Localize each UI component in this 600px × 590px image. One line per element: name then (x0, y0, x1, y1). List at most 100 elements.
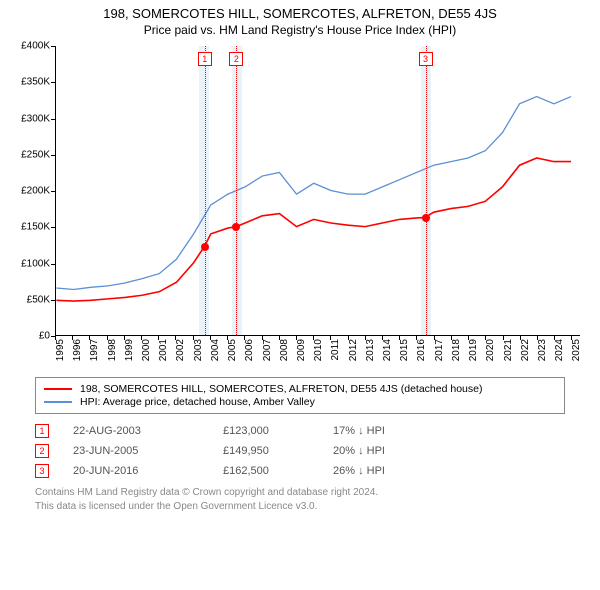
x-tick-mark (55, 336, 56, 340)
plot-area: 1 2 3 (55, 46, 580, 336)
transaction-vline (205, 46, 206, 335)
footer-line-1: Contains HM Land Registry data © Crown c… (35, 486, 565, 500)
sale-point (232, 223, 240, 231)
x-tick-label: 1997 (89, 339, 100, 361)
x-tick-mark (227, 336, 228, 340)
x-tick-label: 2004 (210, 339, 221, 361)
x-tick-label: 2020 (485, 339, 496, 361)
x-tick-label: 2023 (537, 339, 548, 361)
transaction-row: 3 20-JUN-2016£162,50026% ↓ HPI (35, 464, 565, 478)
transaction-index-box: 2 (35, 444, 49, 458)
sale-point (422, 214, 430, 222)
x-tick-label: 2001 (158, 339, 169, 361)
transaction-delta: 20% ↓ HPI (333, 445, 443, 457)
y-tick-mark (51, 300, 55, 301)
x-tick-mark (193, 336, 194, 340)
x-tick-mark (434, 336, 435, 340)
title-block: 198, SOMERCOTES HILL, SOMERCOTES, ALFRET… (10, 6, 590, 37)
transaction-vline (426, 46, 427, 335)
x-tick-label: 2007 (262, 339, 273, 361)
x-tick-mark (330, 336, 331, 340)
transaction-index-box: 1 (35, 424, 49, 438)
y-tick-mark (51, 191, 55, 192)
x-tick-label: 2003 (193, 339, 204, 361)
footer-attribution: Contains HM Land Registry data © Crown c… (35, 486, 565, 514)
x-tick-label: 2010 (313, 339, 324, 361)
x-tick-label: 1995 (55, 339, 66, 361)
legend-swatch (44, 388, 72, 390)
x-tick-mark (571, 336, 572, 340)
x-tick-mark (89, 336, 90, 340)
x-tick-mark (141, 336, 142, 340)
transaction-price: £162,500 (223, 465, 333, 477)
x-tick-mark (468, 336, 469, 340)
transaction-row: 223-JUN-2005£149,95020% ↓ HPI (35, 444, 565, 458)
x-tick-mark (107, 336, 108, 340)
x-tick-mark (313, 336, 314, 340)
y-tick-mark (51, 46, 55, 47)
x-tick-mark (279, 336, 280, 340)
legend-item: 198, SOMERCOTES HILL, SOMERCOTES, ALFRET… (44, 383, 556, 395)
x-tick-label: 2024 (554, 339, 565, 361)
x-tick-label: 2019 (468, 339, 479, 361)
x-tick-label: 2025 (571, 339, 582, 361)
chart-title: 198, SOMERCOTES HILL, SOMERCOTES, ALFRET… (10, 6, 590, 21)
x-tick-mark (382, 336, 383, 340)
legend-label: 198, SOMERCOTES HILL, SOMERCOTES, ALFRET… (80, 383, 482, 395)
x-tick-mark (244, 336, 245, 340)
line-series-svg (56, 46, 580, 335)
x-tick-mark (554, 336, 555, 340)
x-tick-mark (296, 336, 297, 340)
x-tick-label: 1996 (72, 339, 83, 361)
y-tick-label: £0 (39, 331, 50, 342)
x-tick-mark (416, 336, 417, 340)
x-tick-mark (210, 336, 211, 340)
x-tick-label: 2008 (279, 339, 290, 361)
legend-item: HPI: Average price, detached house, Ambe… (44, 396, 556, 408)
x-tick-label: 2012 (348, 339, 359, 361)
x-tick-label: 2005 (227, 339, 238, 361)
y-tick-mark (51, 227, 55, 228)
x-tick-mark (537, 336, 538, 340)
x-tick-mark (175, 336, 176, 340)
transaction-marker: 1 (198, 52, 212, 66)
x-tick-mark (124, 336, 125, 340)
legend-label: HPI: Average price, detached house, Ambe… (80, 396, 315, 408)
transaction-marker: 3 (419, 52, 433, 66)
y-tick-label: £50K (27, 294, 50, 305)
footer-line-2: This data is licensed under the Open Gov… (35, 500, 565, 514)
x-tick-label: 2000 (141, 339, 152, 361)
transaction-date: 22-AUG-2003 (73, 425, 223, 437)
x-tick-label: 1999 (124, 339, 135, 361)
transaction-price: £123,000 (223, 425, 333, 437)
y-tick-mark (51, 155, 55, 156)
transaction-marker: 2 (229, 52, 243, 66)
x-tick-label: 2022 (520, 339, 531, 361)
y-tick-label: £400K (21, 41, 50, 52)
transaction-delta: 26% ↓ HPI (333, 465, 443, 477)
x-tick-label: 2013 (365, 339, 376, 361)
x-tick-mark (451, 336, 452, 340)
x-tick-label: 2021 (503, 339, 514, 361)
y-tick-label: £100K (21, 258, 50, 269)
y-tick-mark (51, 119, 55, 120)
series-line (56, 97, 571, 290)
x-tick-label: 2002 (175, 339, 186, 361)
x-tick-mark (262, 336, 263, 340)
x-tick-label: 2017 (434, 339, 445, 361)
legend-swatch (44, 401, 72, 402)
x-tick-label: 2018 (451, 339, 462, 361)
transaction-date: 20-JUN-2016 (73, 465, 223, 477)
x-tick-mark (365, 336, 366, 340)
x-tick-mark (503, 336, 504, 340)
transaction-row: 1 22-AUG-2003£123,00017% ↓ HPI (35, 424, 565, 438)
x-tick-mark (485, 336, 486, 340)
transaction-vline (236, 46, 237, 335)
y-tick-label: £350K (21, 77, 50, 88)
transaction-delta: 17% ↓ HPI (333, 425, 443, 437)
transaction-index-box: 3 (35, 464, 49, 478)
legend-box: 198, SOMERCOTES HILL, SOMERCOTES, ALFRET… (35, 377, 565, 414)
chart-container: 198, SOMERCOTES HILL, SOMERCOTES, ALFRET… (0, 0, 600, 520)
x-tick-label: 2006 (244, 339, 255, 361)
chart-area: 123 £0£50K£100K£150K£200K£250K£300K£350K… (10, 41, 590, 371)
